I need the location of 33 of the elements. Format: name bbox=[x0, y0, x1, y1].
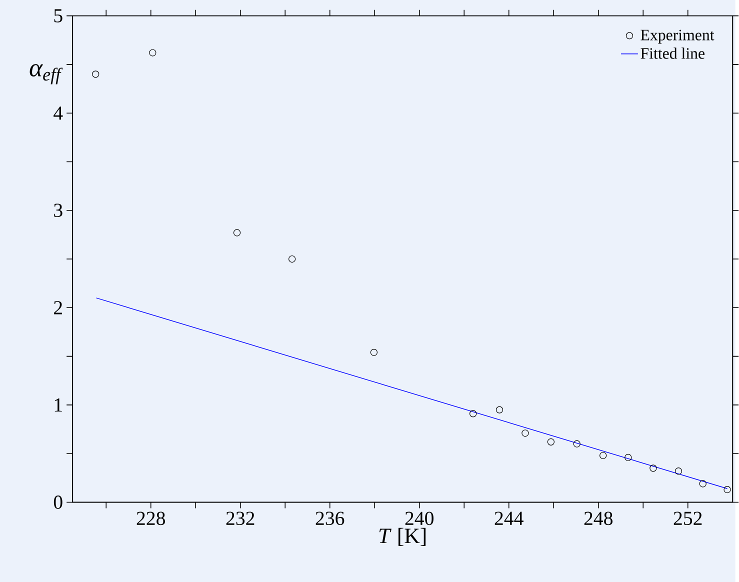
x-tick-label: 252 bbox=[674, 512, 702, 525]
y-tick-label: 4 bbox=[54, 106, 63, 120]
legend-label: Fitted line bbox=[640, 48, 704, 59]
point bbox=[600, 452, 607, 460]
point bbox=[522, 430, 529, 437]
point bbox=[288, 255, 296, 263]
point bbox=[470, 410, 477, 418]
point bbox=[724, 486, 731, 494]
y-tick-label: 0 bbox=[54, 495, 62, 509]
point bbox=[699, 480, 706, 488]
x-tick-label: 244 bbox=[494, 512, 524, 525]
x-tick-label: 228 bbox=[136, 512, 165, 526]
legend-label: Experiment bbox=[640, 30, 714, 44]
y-axis-title: α$_{eff}$ bbox=[30, 64, 63, 84]
x-tick-label: 236 bbox=[316, 512, 344, 525]
point bbox=[496, 406, 504, 414]
x-tick-label: 240 bbox=[405, 512, 434, 526]
point bbox=[624, 454, 632, 461]
point bbox=[650, 464, 657, 472]
point bbox=[547, 438, 555, 446]
x-axis-title: T [K] bbox=[379, 528, 426, 546]
point bbox=[573, 440, 580, 448]
point bbox=[370, 348, 378, 356]
y-tick-label: 2 bbox=[54, 301, 62, 314]
point bbox=[674, 467, 682, 475]
x-tick-label: 248 bbox=[584, 512, 612, 526]
y-tick-label: 3 bbox=[54, 204, 62, 217]
point bbox=[233, 229, 241, 236]
point bbox=[149, 49, 156, 56]
point bbox=[92, 70, 100, 78]
y-tick-label: 5 bbox=[54, 9, 62, 22]
x-tick-label: 232 bbox=[226, 512, 254, 525]
y-tick-label: 1 bbox=[54, 398, 62, 412]
